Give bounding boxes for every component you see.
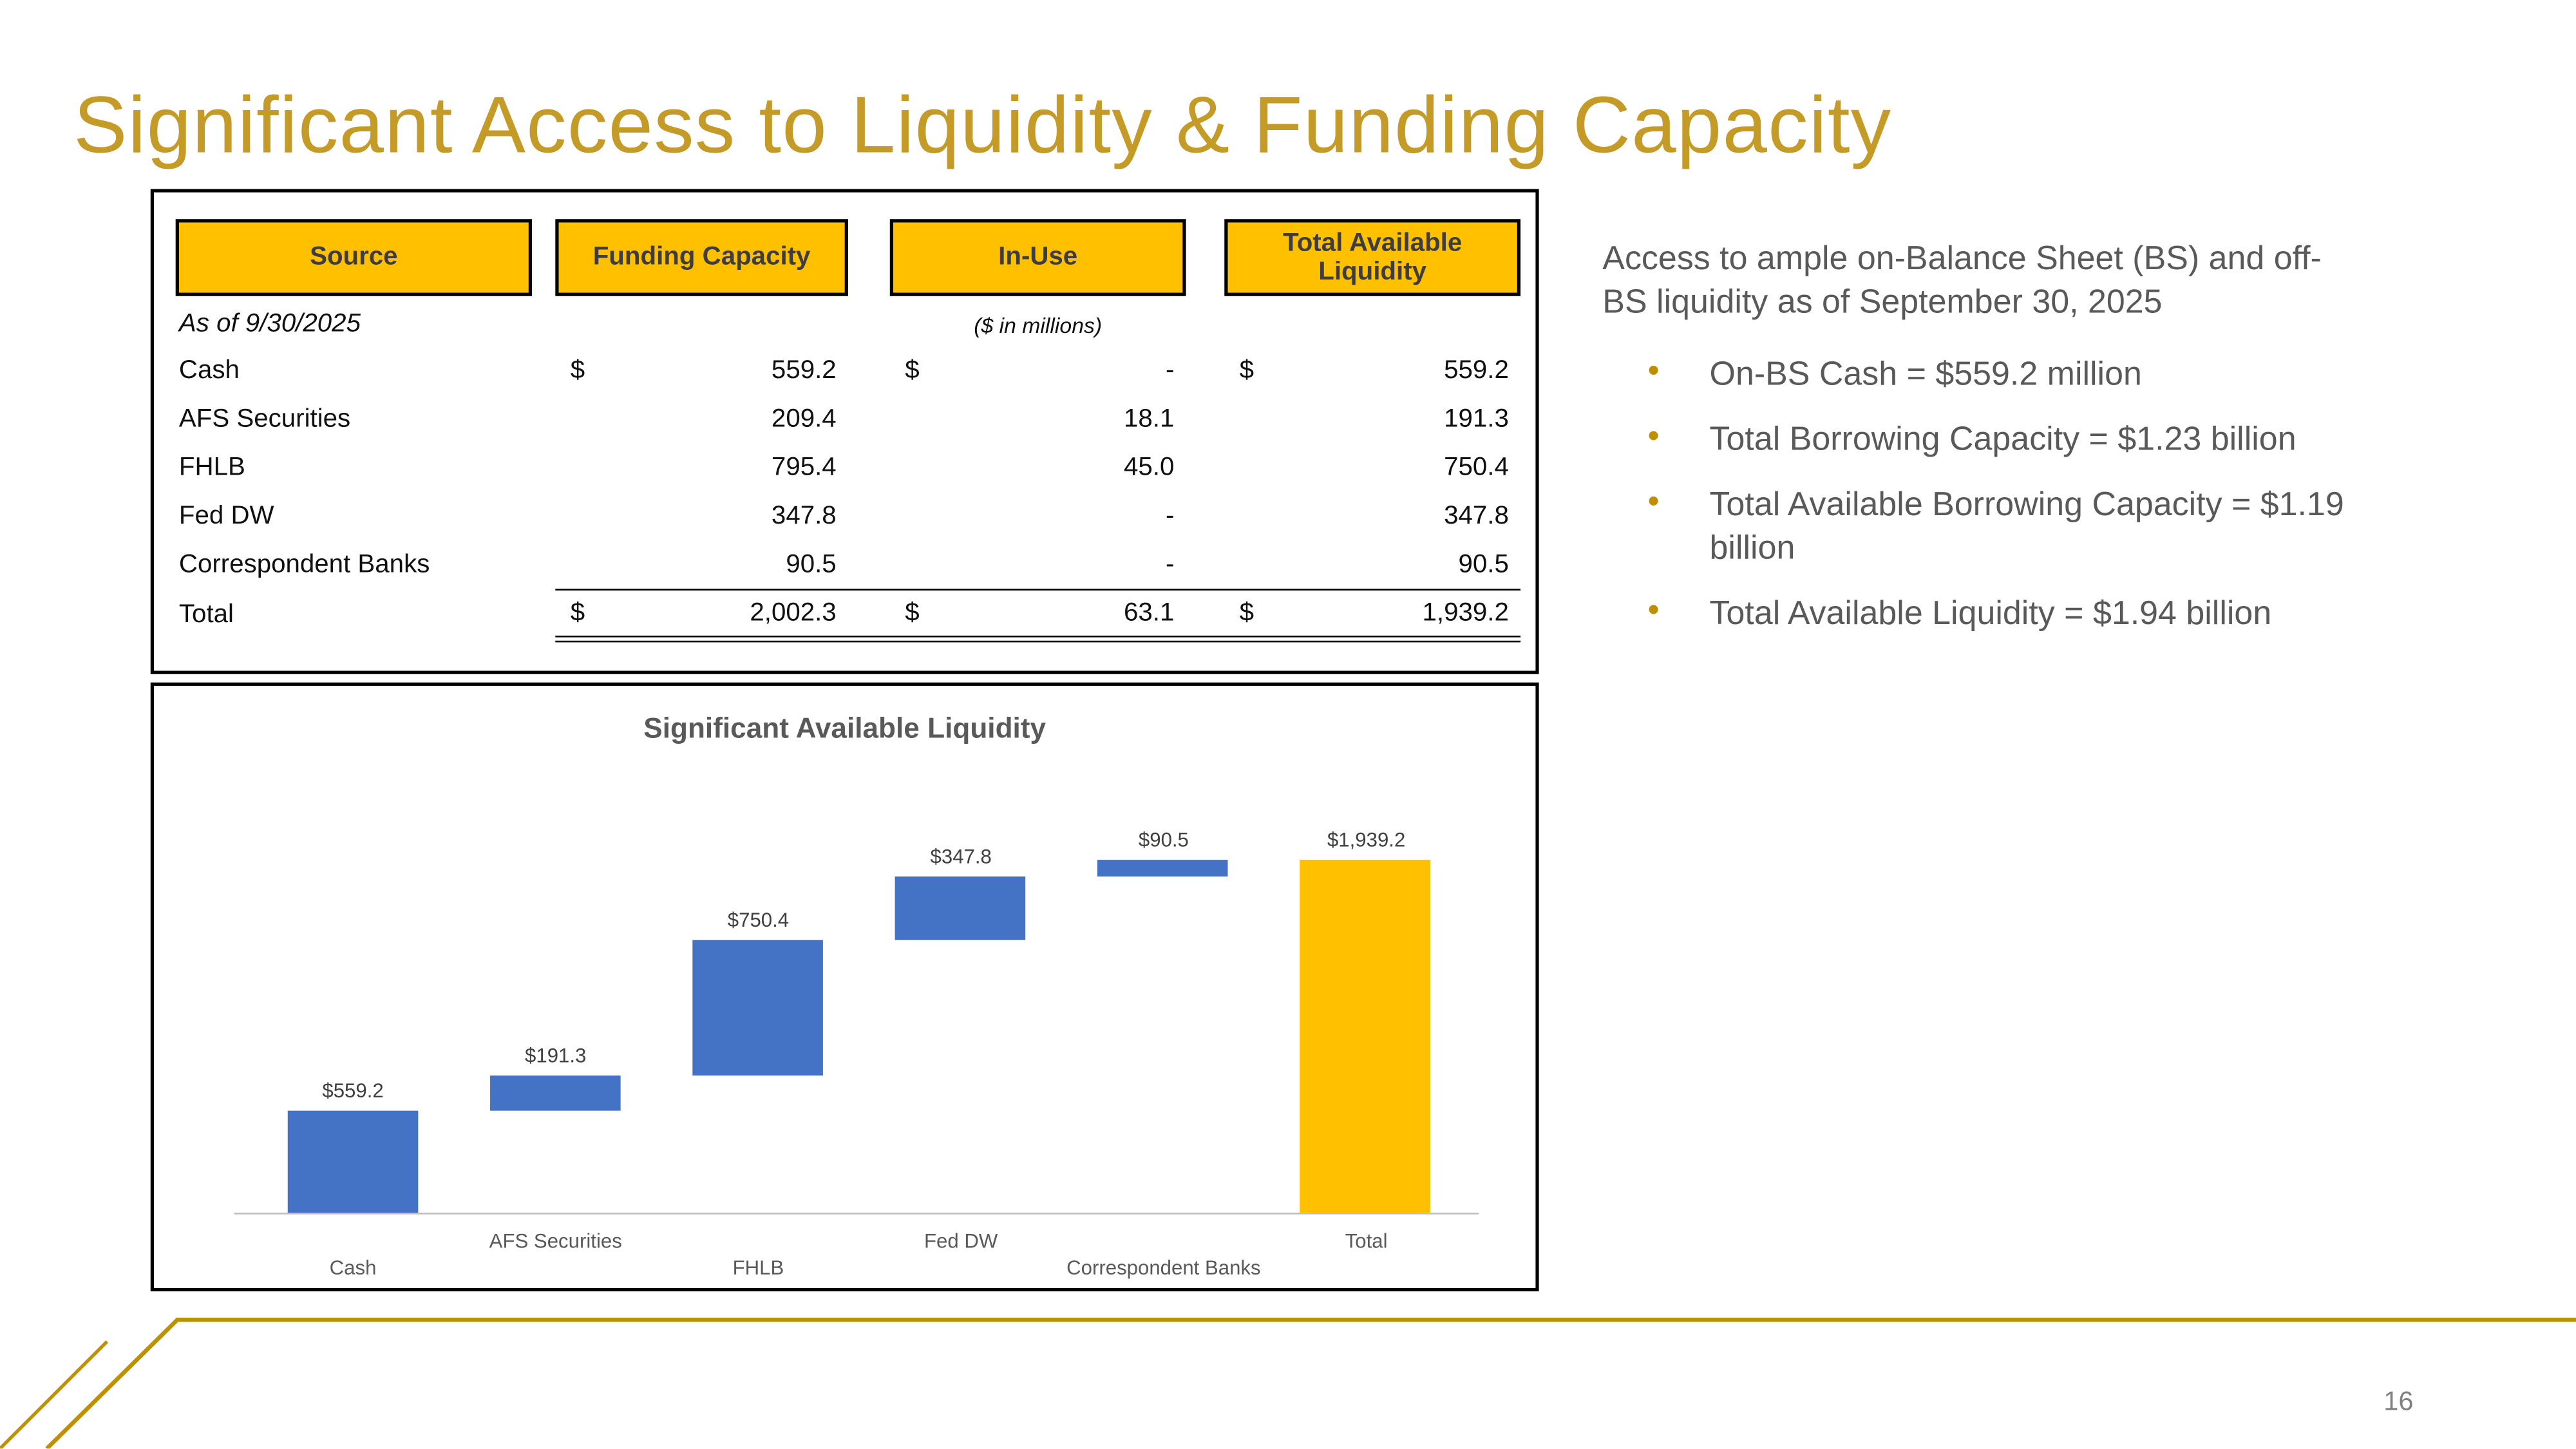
chart-bar-value-label: $90.5 xyxy=(1138,828,1189,852)
currency-symbol: $ xyxy=(1239,355,1255,384)
bullet-item: • On-BS Cash = $559.2 million xyxy=(1602,353,2548,397)
chart-bar-value-label: $559.2 xyxy=(322,1079,384,1103)
cell-value: 191.3 xyxy=(1444,404,1509,433)
units-label: ($ in millions) xyxy=(974,312,1103,337)
row-values: 795.4 45.0 750.4 xyxy=(555,443,1520,491)
cell-value: 209.4 xyxy=(771,404,837,433)
cell-value: 1,939.2 xyxy=(1422,598,1509,627)
chart-bar-value-label: $191.3 xyxy=(525,1044,587,1068)
table-header-in-use: In-Use xyxy=(889,219,1186,296)
chart-axis-label: Correspondent Banks xyxy=(1066,1256,1261,1280)
as-of-label: As of 9/30/2025 xyxy=(178,309,361,338)
bullet-icon: • xyxy=(1647,483,1660,520)
table-row-correspondent-banks: Correspondent Banks 90.5 - 90.5 xyxy=(176,540,1520,589)
table-header-total-available-liquidity: Total Available Liquidity xyxy=(1224,219,1521,296)
row-source: Fed DW xyxy=(178,500,274,530)
page-title: Significant Access to Liquidity & Fundin… xyxy=(73,82,1892,171)
chart-bar-cash xyxy=(287,1111,418,1213)
bullet-text: Total Available Liquidity = $1.94 billio… xyxy=(1709,595,2272,632)
chart-axis-label: Cash xyxy=(329,1256,377,1280)
cell-value: 559.2 xyxy=(1444,355,1509,384)
table-body: As of 9/30/2025 ($ in millions) Cash $55… xyxy=(176,303,1521,643)
table-row-fed-dw: Fed DW 347.8 - 347.8 xyxy=(176,492,1520,540)
bullet-text: Total Borrowing Capacity = $1.23 billion xyxy=(1709,421,2297,459)
table-header-funding-capacity: Funding Capacity xyxy=(555,219,848,296)
table-row-cash: Cash $559.2 $ - $559.2 xyxy=(176,346,1520,395)
chart-plot: $559.2 Cash $191.3 AFS Securities $750.4 FHLB… xyxy=(251,686,1467,1280)
row-values: $559.2 $ - $559.2 xyxy=(555,346,1520,395)
cell-value: - xyxy=(1165,500,1175,530)
bullet-item: • Total Borrowing Capacity = $1.23 billi… xyxy=(1602,418,2548,462)
table-row-total: Total $2,002.3 $63.1 $1,939.2 xyxy=(176,589,1521,643)
cell-value: 90.5 xyxy=(786,549,837,578)
liquidity-table-panel: Source Funding Capacity In-Use Total Ava… xyxy=(150,189,1539,674)
row-values: 90.5 - 90.5 xyxy=(555,540,1520,589)
chart-axis-label: FHLB xyxy=(732,1256,784,1280)
bullet-icon: • xyxy=(1647,592,1660,629)
notes-intro: Access to ample on-Balance Sheet (BS) an… xyxy=(1602,241,2322,321)
page-number: 16 xyxy=(2383,1388,2414,1417)
chart-bar-value-label: $750.4 xyxy=(727,907,790,931)
currency-symbol: $ xyxy=(570,355,585,384)
row-source: Correspondent Banks xyxy=(178,549,430,578)
row-source: FHLB xyxy=(178,452,245,481)
cell-value: 45.0 xyxy=(1124,452,1175,481)
notes: Access to ample on-Balance Sheet (BS) an… xyxy=(1602,238,2548,658)
currency-symbol: $ xyxy=(905,598,920,627)
currency-symbol: $ xyxy=(1239,598,1255,627)
chart-bar-fed-dw xyxy=(895,876,1026,940)
cell-value: 795.4 xyxy=(771,452,837,481)
row-values: $2,002.3 $63.1 $1,939.2 xyxy=(555,589,1521,643)
chart-bar-value-label: $347.8 xyxy=(930,844,992,868)
cell-value: - xyxy=(1165,549,1175,578)
chart-axis-label: AFS Securities xyxy=(489,1229,622,1253)
cell-value: 347.8 xyxy=(1444,500,1509,530)
chart-bar-correspondent-banks xyxy=(1097,860,1229,876)
bullet-list: • On-BS Cash = $559.2 million • Total Bo… xyxy=(1602,353,2548,636)
row-source: Cash xyxy=(178,355,240,384)
currency-symbol: $ xyxy=(905,355,920,384)
bullet-icon: • xyxy=(1647,353,1660,390)
table-header-source: Source xyxy=(175,219,532,296)
bullet-text: Total Available Borrowing Capacity = $1.… xyxy=(1709,486,2344,567)
row-values: 209.4 18.1 191.3 xyxy=(555,395,1520,443)
bullet-icon: • xyxy=(1647,418,1660,455)
bullet-text: On-BS Cash = $559.2 million xyxy=(1709,356,2142,393)
table-row-afs-securities: AFS Securities 209.4 18.1 191.3 xyxy=(176,395,1520,443)
cell-value: 18.1 xyxy=(1124,404,1175,433)
chart-bar-total xyxy=(1300,860,1431,1213)
table-header-row: Source Funding Capacity In-Use Total Ava… xyxy=(175,219,1521,296)
chart-axis-label: Fed DW xyxy=(924,1229,998,1253)
row-source: Total xyxy=(178,600,234,629)
cell-value: 559.2 xyxy=(771,355,837,384)
row-values: 347.8 - 347.8 xyxy=(555,492,1520,540)
currency-symbol: $ xyxy=(570,598,585,627)
cell-value: 2,002.3 xyxy=(750,598,837,627)
cell-value: 90.5 xyxy=(1458,549,1509,578)
bullet-item: • Total Available Borrowing Capacity = $… xyxy=(1602,484,2548,571)
table-row-asof: As of 9/30/2025 ($ in millions) xyxy=(176,303,1520,346)
chart-axis-label: Total xyxy=(1345,1229,1388,1253)
chart-bar-value-label: $1,939.2 xyxy=(1327,828,1406,852)
table-row-fhlb: FHLB 795.4 45.0 750.4 xyxy=(176,443,1520,491)
cell-value: 347.8 xyxy=(771,500,837,530)
cell-value: - xyxy=(1165,355,1175,384)
chart-baseline xyxy=(234,1213,1479,1215)
chart-bar-afs-securities xyxy=(489,1076,620,1112)
cell-value: 750.4 xyxy=(1444,452,1509,481)
bullet-item: • Total Available Liquidity = $1.94 bill… xyxy=(1602,592,2548,636)
chart-panel: Significant Available Liquidity $559.2 Ca… xyxy=(150,682,1539,1292)
chart-bar-fhlb xyxy=(692,940,823,1077)
row-source: AFS Securities xyxy=(178,404,351,433)
chart-title: Significant Available Liquidity xyxy=(643,712,1046,744)
cell-value: 63.1 xyxy=(1124,598,1175,627)
